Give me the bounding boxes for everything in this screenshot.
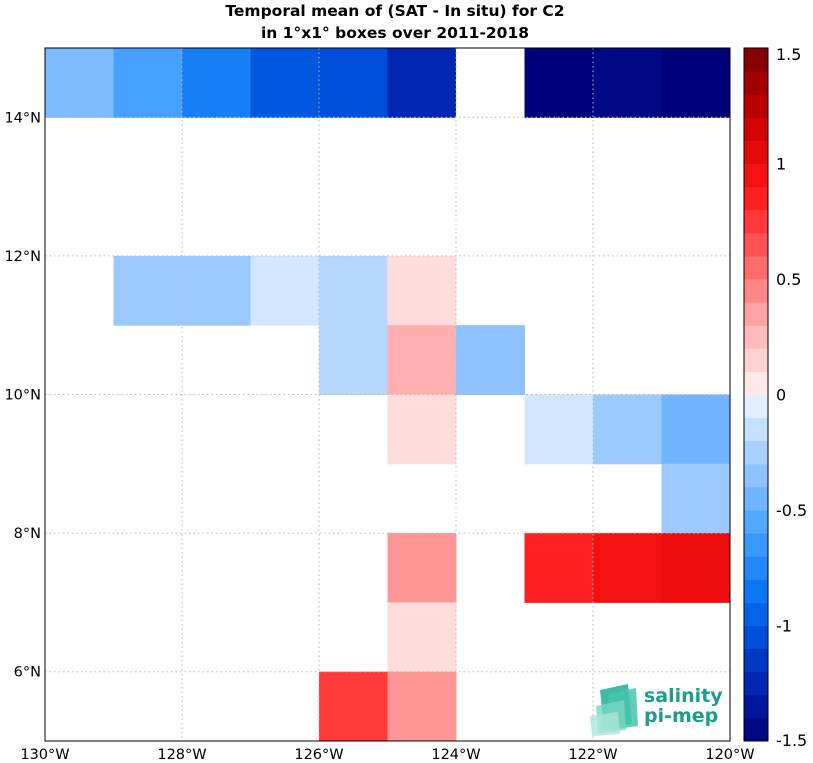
x-axis: 130°W 128°W 126°W 124°W 122°W 120°W — [20, 747, 754, 763]
heatmap-cell — [593, 394, 662, 465]
heatmap-cell — [113, 48, 183, 118]
colorbar-segment — [744, 579, 768, 603]
colorbar-segment — [744, 163, 768, 188]
colorbar-segment — [744, 648, 768, 673]
salinity-pi-mep-logo: salinity pi-mep — [590, 684, 723, 736]
heatmap-cell — [387, 48, 457, 118]
heatmap-cell — [387, 255, 457, 326]
heatmap-cell — [319, 325, 388, 395]
colorbar-segment — [744, 325, 768, 349]
heatmap-cell — [387, 533, 457, 603]
heatmap-cell — [182, 255, 251, 326]
colorbar-segment — [744, 440, 768, 465]
colorbar-segment — [744, 394, 768, 419]
heatmap-cell — [319, 48, 388, 118]
x-tick-label: 126°W — [294, 747, 343, 763]
colorbar-segment — [744, 417, 768, 442]
x-tick-label: 128°W — [157, 747, 206, 763]
y-tick-label: 12°N — [4, 249, 41, 265]
heatmap-cell — [387, 602, 457, 673]
colorbar-ticks: 1.5 1 0.5 0 -0.5 -1 -1.5 — [776, 45, 807, 750]
heatmap-cell — [661, 48, 731, 118]
colorbar-tick-label: -1.5 — [776, 731, 807, 750]
colorbar-segment — [744, 625, 768, 650]
heatmap-cell — [319, 671, 388, 742]
grid-lines — [45, 48, 730, 741]
x-tick-label: 120°W — [705, 747, 754, 763]
x-tick-label: 130°W — [20, 747, 69, 763]
heatmap-cell — [45, 48, 114, 118]
y-axis: 6°N 8°N 10°N 12°N 14°N — [4, 110, 41, 680]
heatmap-cell — [182, 48, 251, 118]
plot-frame — [44, 47, 731, 742]
colorbar-segment — [744, 232, 768, 257]
colorbar-segment — [744, 717, 768, 742]
heatmap-cell — [524, 394, 594, 465]
colorbar-tick-label: -1 — [776, 617, 792, 636]
logo-line1: salinity — [644, 685, 723, 707]
heatmap-cell — [250, 48, 320, 118]
y-tick-label: 8°N — [14, 526, 41, 542]
colorbar — [744, 48, 768, 742]
colorbar-tick-label: 1.5 — [776, 45, 801, 64]
heatmap-cell — [250, 255, 320, 326]
y-tick-label: 14°N — [4, 110, 41, 126]
colorbar-tick-label: 1 — [776, 155, 786, 174]
colorbar-segment — [744, 48, 768, 72]
heatmap-cell — [524, 48, 594, 118]
colorbar-segment — [744, 671, 768, 696]
colorbar-segment — [744, 140, 768, 164]
x-tick-label: 122°W — [568, 747, 617, 763]
heatmap-cell — [387, 671, 457, 742]
colorbar-segment — [744, 371, 768, 395]
heatmap-cell — [319, 255, 388, 326]
colorbar-segment — [744, 556, 768, 580]
heatmap-cell — [524, 533, 594, 603]
colorbar-segment — [744, 510, 768, 534]
colorbar-segment — [744, 463, 768, 488]
y-tick-label: 6°N — [14, 665, 41, 681]
colorbar-segment — [744, 209, 768, 234]
colorbar-segment — [744, 348, 768, 372]
colorbar-tick-label: -0.5 — [776, 501, 807, 520]
chart-title: Temporal mean of (SAT - In situ) for C2 — [225, 2, 564, 20]
colorbar-segment — [744, 602, 768, 626]
colorbar-segment — [744, 279, 768, 303]
heatmap-cell — [661, 394, 731, 465]
colorbar-segment — [744, 486, 768, 511]
heatmap-cell — [456, 48, 525, 118]
colorbar-tick-label: 0 — [776, 386, 786, 405]
x-tick-label: 124°W — [431, 747, 480, 763]
heatmap-cell — [661, 533, 731, 603]
colorbar-segment — [744, 533, 768, 557]
colorbar-segment — [744, 186, 768, 211]
wave-logo-icon — [590, 684, 638, 736]
colorbar-segment — [744, 255, 768, 280]
chart-subtitle: in 1°x1° boxes over 2011-2018 — [261, 24, 529, 42]
heatmap-cell — [593, 48, 662, 118]
colorbar-frame — [743, 47, 769, 742]
heatmap-cell — [113, 255, 183, 326]
logo-line2: pi-mep — [644, 705, 718, 727]
colorbar-segment — [744, 117, 768, 141]
heatmap-cell — [387, 325, 457, 395]
colorbar-segment — [744, 71, 768, 95]
colorbar-segment — [744, 694, 768, 719]
colorbar-segment — [744, 94, 768, 118]
heatmap-cell — [661, 463, 731, 534]
colorbar-tick-label: 0.5 — [776, 270, 801, 289]
heatmap-cell — [387, 394, 457, 465]
heatmap-cell — [456, 325, 525, 395]
heatmap-cell — [593, 533, 662, 603]
y-tick-label: 10°N — [4, 388, 41, 404]
colorbar-segment — [744, 302, 768, 326]
heatmap-cells — [45, 48, 731, 742]
